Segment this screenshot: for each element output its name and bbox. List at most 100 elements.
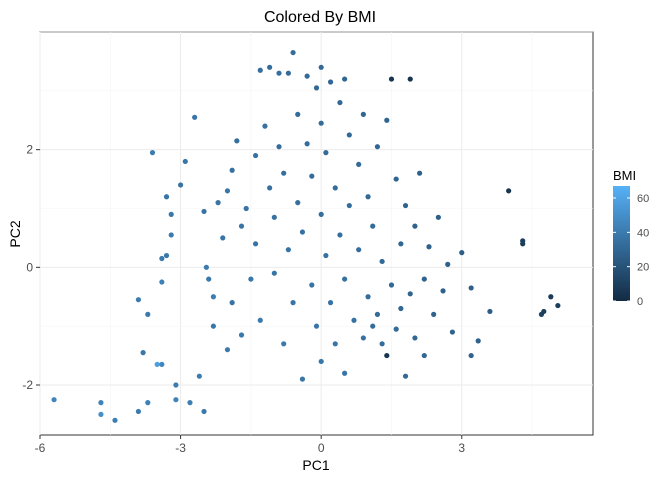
data-point [299,376,306,382]
data-point [163,194,170,200]
grid-lines [39,31,593,435]
data-point [299,229,306,235]
data-point [281,341,287,347]
data-point [276,70,282,76]
data-point [360,111,366,117]
data-point [388,282,395,288]
data-point [234,138,240,144]
legend-tick-label: 20 [637,262,649,274]
data-point [379,258,385,265]
data-point [238,223,245,229]
data-point [468,285,474,291]
data-point [98,411,104,418]
data-point [149,150,156,156]
data-point [201,408,207,415]
data-point [384,352,390,359]
data-point [318,358,324,365]
data-point [177,182,184,188]
data-point [421,276,427,282]
data-point [290,300,296,306]
data-point [332,341,338,347]
data-point [271,214,277,220]
data-point [262,123,268,129]
data-point [309,282,315,288]
data-point [318,120,324,126]
data-point [257,67,263,73]
x-tick-label: 3 [458,441,465,455]
data-point [295,111,301,117]
data-point [440,288,446,294]
data-point [159,279,165,285]
data-point [295,200,301,206]
data-point [379,341,385,347]
x-axis-label: PC1 [302,457,329,473]
data-point [145,311,151,317]
data-point [412,335,418,341]
legend-tick-label: 0 [637,296,643,308]
data-point [135,297,142,303]
data-point [267,64,273,70]
legend: BMI 0 20 40 60 [613,168,649,308]
data-point [168,211,174,217]
data-point [248,276,254,282]
data-point [356,161,362,167]
data-point [346,132,352,138]
data-point [313,85,320,91]
data-point [342,76,348,82]
data-point [506,188,512,194]
data-point [257,317,263,323]
data-point [140,350,146,356]
data-point [238,332,245,338]
data-point [365,194,371,200]
data-point [398,305,404,312]
data-point [243,205,249,212]
legend-ticks [613,197,630,302]
data-point [285,247,291,253]
data-point [327,300,334,306]
data-point [267,185,273,191]
data-point [163,252,170,259]
data-point [203,264,209,270]
data-point [196,373,202,379]
data-point [318,211,324,217]
data-point [342,276,348,282]
data-points [51,49,561,423]
data-point [323,252,329,259]
data-point [206,276,212,282]
data-point [173,382,179,388]
data-point [449,329,456,335]
legend-colorbar [613,186,630,301]
data-point [215,200,221,206]
legend-tick-label: 60 [637,193,649,205]
y-axis: -2 0 2 PC2 [7,143,40,392]
data-point [384,117,390,123]
data-point [342,370,348,376]
chart-title: Colored By BMI [264,9,376,26]
data-point [220,235,226,241]
y-tick-label: 0 [26,260,33,274]
data-point [356,247,362,253]
data-point [135,408,142,415]
data-point [398,241,404,247]
data-point [98,400,104,406]
data-point [374,311,381,317]
data-point [417,170,423,176]
data-point [374,144,381,150]
data-point [159,255,165,262]
data-point [210,294,216,300]
data-point [337,99,343,106]
data-point [412,223,418,229]
data-point [168,232,174,238]
data-point [407,291,413,297]
data-point [51,397,57,403]
data-point [229,167,235,173]
data-point [475,338,481,344]
data-point [555,302,561,309]
data-point [290,49,296,56]
data-point [192,114,198,120]
data-point [388,76,395,82]
data-point [393,326,399,332]
data-point [318,64,324,70]
